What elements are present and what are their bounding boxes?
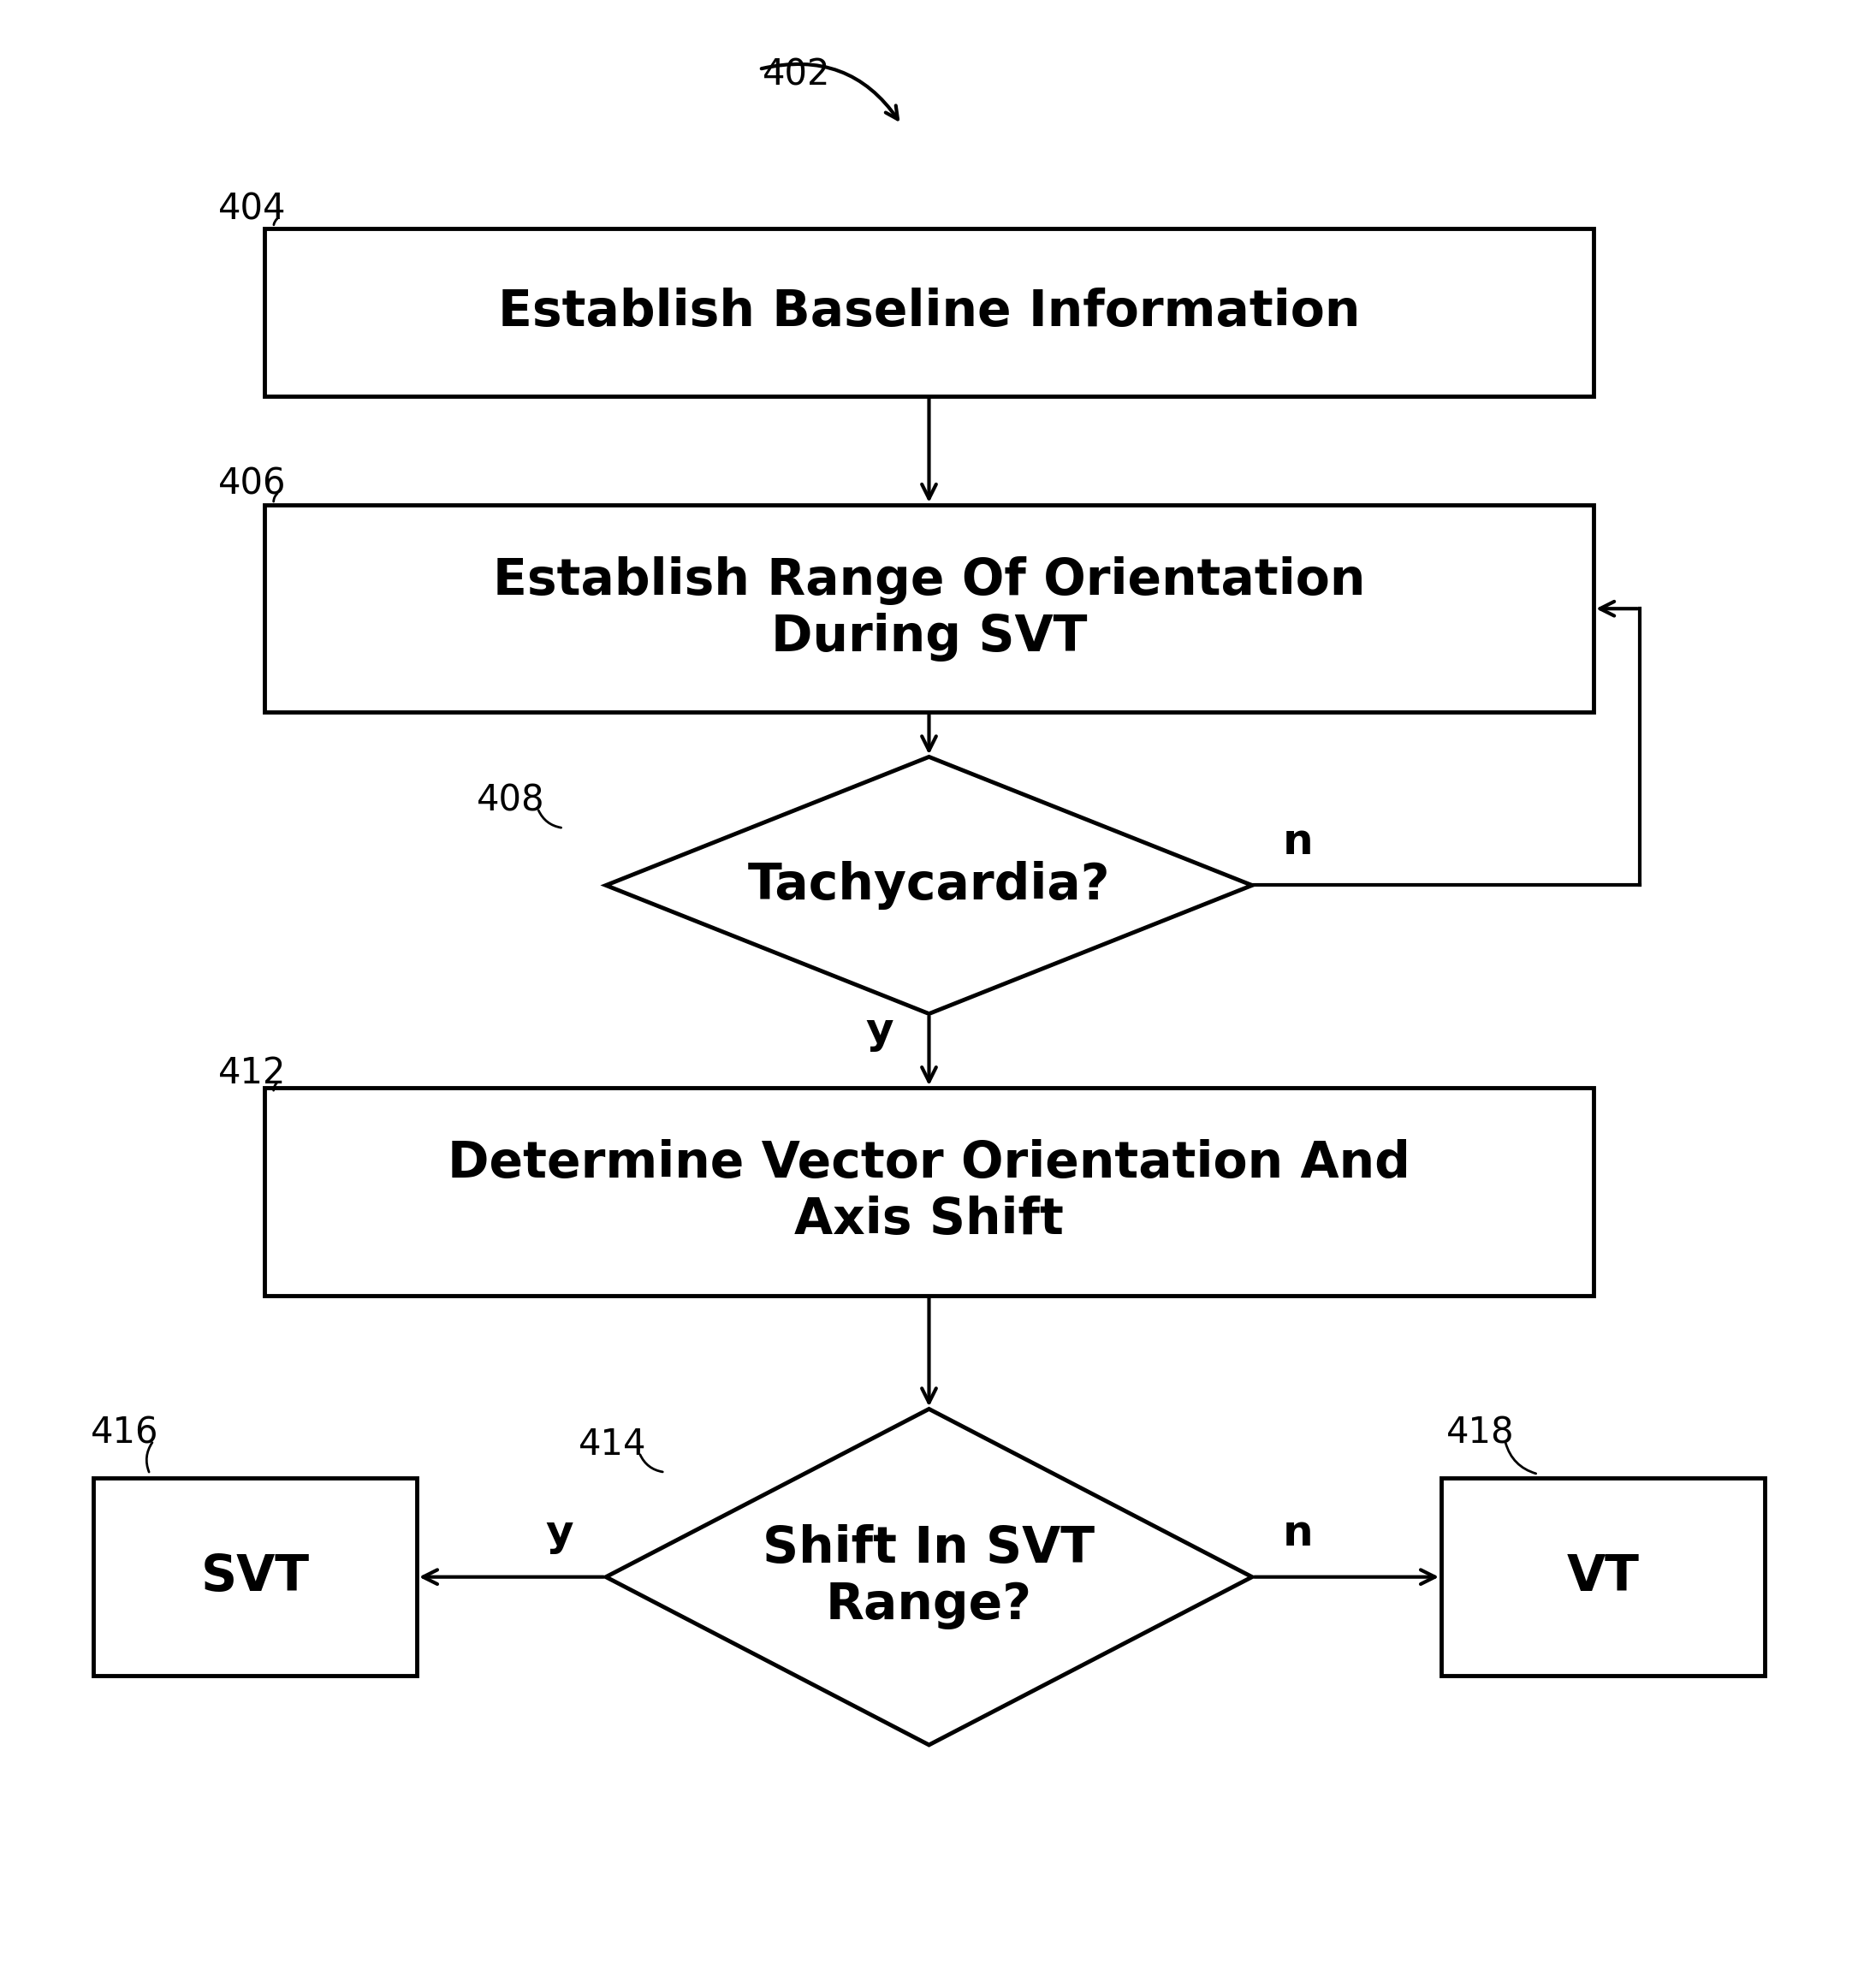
Bar — [1442, 1479, 1765, 1676]
Bar — [264, 505, 1594, 712]
Text: Shift In SVT
Range?: Shift In SVT Range? — [764, 1525, 1094, 1630]
Text: 416: 416 — [91, 1415, 160, 1451]
Text: Establish Baseline Information: Establish Baseline Information — [498, 288, 1360, 336]
Polygon shape — [606, 757, 1252, 1014]
Text: y: y — [546, 1513, 574, 1555]
Bar — [264, 1087, 1594, 1296]
Text: 414: 414 — [578, 1427, 647, 1463]
Text: 418: 418 — [1446, 1415, 1514, 1451]
Text: Tachycardia?: Tachycardia? — [747, 861, 1111, 911]
Text: 406: 406 — [217, 467, 286, 503]
Bar — [264, 229, 1594, 396]
Text: 408: 408 — [478, 783, 544, 819]
Text: Determine Vector Orientation And
Axis Shift: Determine Vector Orientation And Axis Sh… — [448, 1139, 1410, 1244]
Text: 402: 402 — [764, 58, 831, 93]
Text: VT: VT — [1566, 1553, 1639, 1602]
Text: SVT: SVT — [201, 1553, 310, 1602]
Bar — [93, 1479, 416, 1676]
Polygon shape — [606, 1409, 1252, 1745]
Text: 412: 412 — [217, 1056, 286, 1091]
Text: Establish Range Of Orientation
During SVT: Establish Range Of Orientation During SV… — [492, 557, 1366, 662]
Text: n: n — [1284, 1513, 1314, 1555]
Text: y: y — [866, 1010, 894, 1052]
Text: 404: 404 — [217, 191, 286, 227]
Text: n: n — [1284, 821, 1314, 863]
